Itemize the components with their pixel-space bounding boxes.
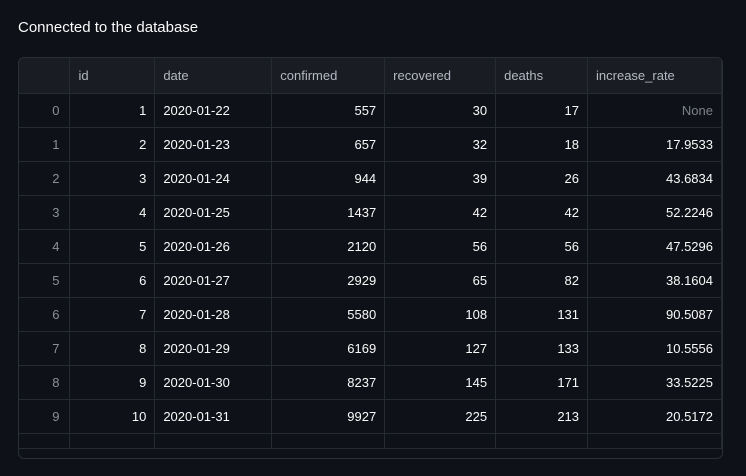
- recovered-cell[interactable]: 30: [384, 93, 497, 128]
- table-row[interactable]: 4 5 2020-01-26 2120 56 56 47.5296: [19, 229, 722, 264]
- header-row: id date confirmed recovered deaths incre…: [19, 58, 722, 94]
- id-cell[interactable]: 4: [69, 195, 156, 230]
- empty-cell: [495, 433, 589, 449]
- column-header-date[interactable]: date: [154, 58, 273, 94]
- status-message: Connected to the database: [18, 19, 199, 36]
- increase-rate-cell[interactable]: 20.5172: [587, 399, 722, 434]
- table-row[interactable]: 3 4 2020-01-25 1437 42 42 52.2246: [19, 195, 722, 230]
- empty-cell: [384, 433, 497, 449]
- increase-rate-cell[interactable]: 33.5225: [587, 365, 722, 400]
- recovered-cell[interactable]: 32: [384, 127, 497, 162]
- row-index-cell[interactable]: 6: [19, 297, 71, 332]
- increase-rate-cell[interactable]: 38.1604: [587, 263, 722, 298]
- increase-rate-cell[interactable]: 43.6834: [587, 161, 722, 196]
- row-index-cell[interactable]: 4: [19, 229, 71, 264]
- table-row[interactable]: 2 3 2020-01-24 944 39 26 43.6834: [19, 161, 722, 196]
- column-header-id[interactable]: id: [69, 58, 156, 94]
- id-cell[interactable]: 10: [69, 399, 156, 434]
- increase-rate-cell[interactable]: 17.9533: [587, 127, 722, 162]
- id-cell[interactable]: 2: [69, 127, 156, 162]
- date-cell[interactable]: 2020-01-27: [154, 263, 273, 298]
- deaths-cell[interactable]: 171: [495, 365, 589, 400]
- table-row[interactable]: 7 8 2020-01-29 6169 127 133 10.5556: [19, 331, 722, 366]
- recovered-cell[interactable]: 56: [384, 229, 497, 264]
- column-header-index[interactable]: [19, 58, 71, 94]
- deaths-cell[interactable]: 82: [495, 263, 589, 298]
- confirmed-cell[interactable]: 8237: [271, 365, 386, 400]
- deaths-cell[interactable]: 213: [495, 399, 589, 434]
- recovered-cell[interactable]: 225: [384, 399, 497, 434]
- deaths-cell[interactable]: 26: [495, 161, 589, 196]
- date-cell[interactable]: 2020-01-23: [154, 127, 273, 162]
- row-index-cell[interactable]: 7: [19, 331, 71, 366]
- deaths-cell[interactable]: 56: [495, 229, 589, 264]
- confirmed-cell[interactable]: 557: [271, 93, 386, 128]
- recovered-cell[interactable]: 42: [384, 195, 497, 230]
- deaths-cell[interactable]: 131: [495, 297, 589, 332]
- table-row[interactable]: 5 6 2020-01-27 2929 65 82 38.1604: [19, 263, 722, 298]
- column-header-confirmed[interactable]: confirmed: [271, 58, 386, 94]
- confirmed-cell[interactable]: 1437: [271, 195, 386, 230]
- date-cell[interactable]: 2020-01-25: [154, 195, 273, 230]
- id-cell[interactable]: 8: [69, 331, 156, 366]
- recovered-cell[interactable]: 145: [384, 365, 497, 400]
- id-cell[interactable]: 1: [69, 93, 156, 128]
- date-cell[interactable]: 2020-01-28: [154, 297, 273, 332]
- confirmed-cell[interactable]: 944: [271, 161, 386, 196]
- table-row[interactable]: 8 9 2020-01-30 8237 145 171 33.5225: [19, 365, 722, 400]
- confirmed-cell[interactable]: 6169: [271, 331, 386, 366]
- table-row[interactable]: 1 2 2020-01-23 657 32 18 17.9533: [19, 127, 722, 162]
- recovered-cell[interactable]: 65: [384, 263, 497, 298]
- table-row[interactable]: 0 1 2020-01-22 557 30 17 None: [19, 93, 722, 128]
- row-index-cell[interactable]: 1: [19, 127, 71, 162]
- table-row-partial: [19, 433, 722, 449]
- empty-cell: [587, 433, 722, 449]
- date-cell[interactable]: 2020-01-29: [154, 331, 273, 366]
- deaths-cell[interactable]: 17: [495, 93, 589, 128]
- row-index-cell[interactable]: 9: [19, 399, 71, 434]
- date-cell[interactable]: 2020-01-31: [154, 399, 273, 434]
- deaths-cell[interactable]: 133: [495, 331, 589, 366]
- increase-rate-cell[interactable]: None: [587, 93, 722, 128]
- date-cell[interactable]: 2020-01-26: [154, 229, 273, 264]
- row-index-cell[interactable]: 2: [19, 161, 71, 196]
- row-index-cell[interactable]: 5: [19, 263, 71, 298]
- empty-cell: [69, 433, 156, 449]
- increase-rate-cell[interactable]: 47.5296: [587, 229, 722, 264]
- deaths-cell[interactable]: 42: [495, 195, 589, 230]
- column-header-increase-rate[interactable]: increase_rate: [587, 58, 722, 94]
- increase-rate-cell[interactable]: 52.2246: [587, 195, 722, 230]
- row-index-cell[interactable]: 8: [19, 365, 71, 400]
- id-cell[interactable]: 7: [69, 297, 156, 332]
- empty-cell: [19, 433, 71, 449]
- data-grid: id date confirmed recovered deaths incre…: [19, 58, 722, 449]
- empty-cell: [154, 433, 273, 449]
- table-row[interactable]: 9 10 2020-01-31 9927 225 213 20.5172: [19, 399, 722, 434]
- confirmed-cell[interactable]: 5580: [271, 297, 386, 332]
- confirmed-cell[interactable]: 2929: [271, 263, 386, 298]
- id-cell[interactable]: 3: [69, 161, 156, 196]
- recovered-cell[interactable]: 39: [384, 161, 497, 196]
- date-cell[interactable]: 2020-01-24: [154, 161, 273, 196]
- increase-rate-cell[interactable]: 10.5556: [587, 331, 722, 366]
- date-cell[interactable]: 2020-01-30: [154, 365, 273, 400]
- confirmed-cell[interactable]: 657: [271, 127, 386, 162]
- table-row[interactable]: 6 7 2020-01-28 5580 108 131 90.5087: [19, 297, 722, 332]
- confirmed-cell[interactable]: 2120: [271, 229, 386, 264]
- row-index-cell[interactable]: 3: [19, 195, 71, 230]
- empty-cell: [271, 433, 386, 449]
- column-header-recovered[interactable]: recovered: [384, 58, 497, 94]
- id-cell[interactable]: 9: [69, 365, 156, 400]
- recovered-cell[interactable]: 108: [384, 297, 497, 332]
- row-index-cell[interactable]: 0: [19, 93, 71, 128]
- deaths-cell[interactable]: 18: [495, 127, 589, 162]
- recovered-cell[interactable]: 127: [384, 331, 497, 366]
- id-cell[interactable]: 6: [69, 263, 156, 298]
- id-cell[interactable]: 5: [69, 229, 156, 264]
- dataframe-table[interactable]: id date confirmed recovered deaths incre…: [18, 57, 723, 459]
- column-header-deaths[interactable]: deaths: [495, 58, 589, 94]
- confirmed-cell[interactable]: 9927: [271, 399, 386, 434]
- date-cell[interactable]: 2020-01-22: [154, 93, 273, 128]
- increase-rate-cell[interactable]: 90.5087: [587, 297, 722, 332]
